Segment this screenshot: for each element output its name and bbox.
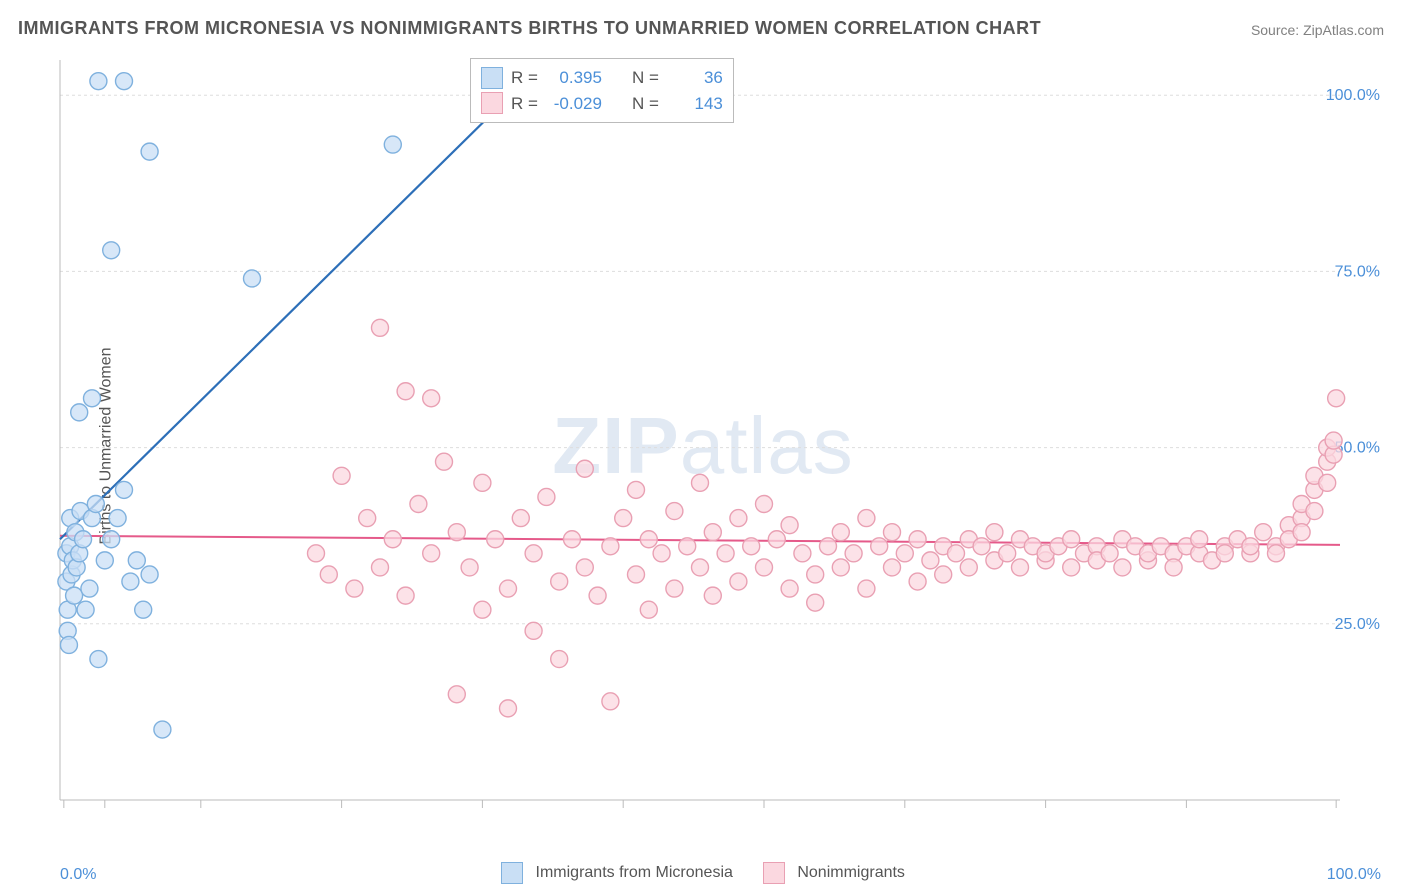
- svg-text:100.0%: 100.0%: [1326, 87, 1380, 104]
- plot-area: 25.0%50.0%75.0%100.0%: [55, 55, 1385, 825]
- chart-container: IMMIGRANTS FROM MICRONESIA VS NONIMMIGRA…: [0, 0, 1406, 892]
- stats-row-b: R = -0.029 N = 143: [481, 91, 723, 117]
- legend-label-a: Immigrants from Micronesia: [536, 864, 733, 881]
- stats-swatch-b: [481, 92, 503, 114]
- stats-box: R = 0.395 N = 36 R = -0.029 N = 143: [470, 58, 734, 123]
- svg-text:25.0%: 25.0%: [1335, 616, 1380, 633]
- stats-n-value-b: 143: [667, 91, 723, 117]
- chart-title: IMMIGRANTS FROM MICRONESIA VS NONIMMIGRA…: [18, 18, 1041, 39]
- legend-item-b: Nonimmigrants: [763, 862, 905, 884]
- stats-n-label-a: N =: [632, 65, 659, 91]
- stats-r-value-a: 0.395: [546, 65, 602, 91]
- stats-r-label-a: R =: [511, 65, 538, 91]
- bottom-legend: Immigrants from Micronesia Nonimmigrants: [0, 862, 1406, 884]
- legend-item-a: Immigrants from Micronesia: [501, 862, 733, 884]
- scatter-svg: 25.0%50.0%75.0%100.0%: [55, 55, 1385, 825]
- legend-label-b: Nonimmigrants: [797, 864, 905, 881]
- source-label: Source: ZipAtlas.com: [1251, 22, 1384, 38]
- stats-r-label-b: R =: [511, 91, 538, 117]
- stats-r-value-b: -0.029: [546, 91, 602, 117]
- stats-n-label-b: N =: [632, 91, 659, 117]
- legend-swatch-b: [763, 862, 785, 884]
- legend-swatch-a: [501, 862, 523, 884]
- svg-text:75.0%: 75.0%: [1335, 263, 1380, 280]
- stats-row-a: R = 0.395 N = 36: [481, 65, 723, 91]
- stats-n-value-a: 36: [667, 65, 723, 91]
- stats-swatch-a: [481, 67, 503, 89]
